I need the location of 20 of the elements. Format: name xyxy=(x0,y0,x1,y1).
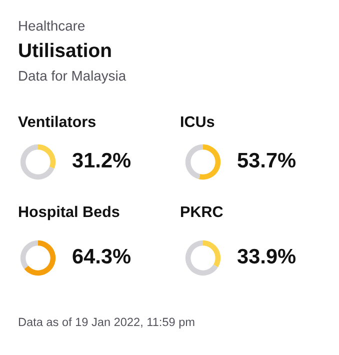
text: Data as of 19 Jan 2022, 11:59 pm xyxy=(18,318,194,328)
text: Utilisation xyxy=(19,42,111,58)
chart-title: Ventilators xyxy=(18,116,96,128)
text: Healthcare xyxy=(19,20,85,31)
data-label: 31.2% xyxy=(72,152,131,168)
donut-slice xyxy=(20,144,54,180)
text: Data for Malaysia xyxy=(19,70,126,84)
data-label: 33.9% xyxy=(237,248,296,264)
donut-slice xyxy=(198,144,221,180)
donut-slice xyxy=(38,144,56,169)
data-label: 53.7% xyxy=(238,152,296,168)
donut-slice xyxy=(203,240,221,268)
donut-slice xyxy=(185,144,203,180)
donut-slice xyxy=(24,240,56,276)
chart-title: ICUs xyxy=(181,116,214,128)
data-label: 64.3% xyxy=(72,248,131,264)
chart-title: Hospital Beds xyxy=(19,206,120,220)
donut-slice xyxy=(185,240,218,276)
chart-title: PKRC xyxy=(181,206,223,218)
donut-slice xyxy=(20,240,38,269)
